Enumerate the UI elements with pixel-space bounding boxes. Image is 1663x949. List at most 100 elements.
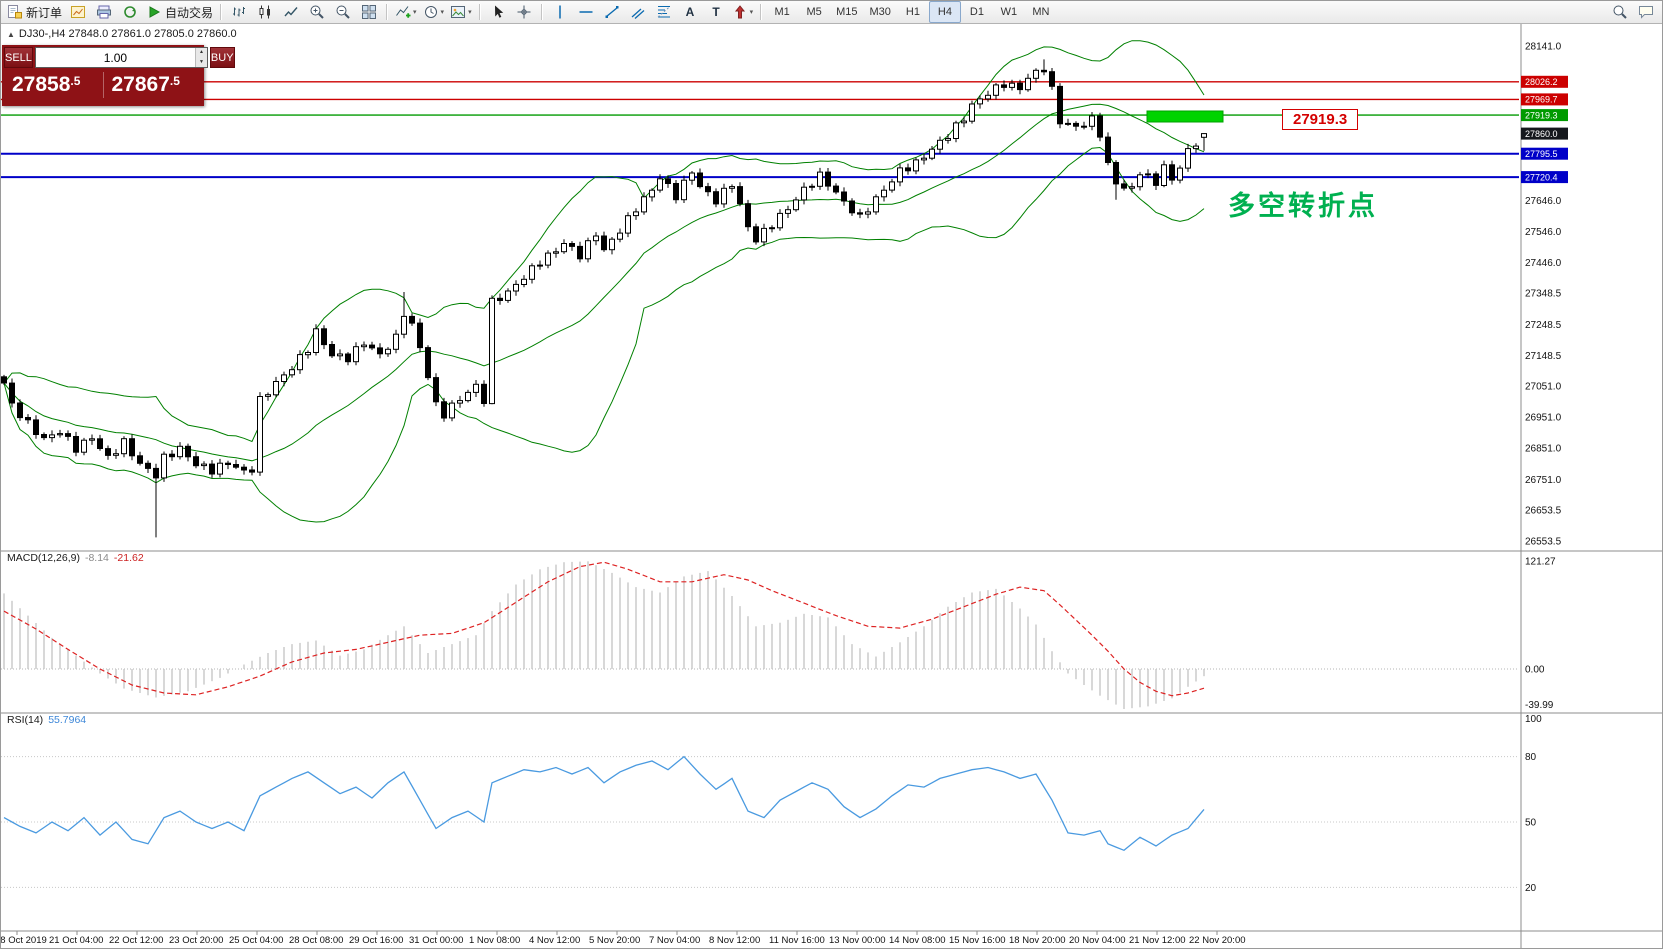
collapse-panel-arrow-icon[interactable]: ▲	[7, 29, 15, 39]
new-order-button[interactable]: 新订单	[4, 1, 65, 23]
candle-body	[289, 369, 295, 376]
price-axis-label: 27646.0	[1525, 196, 1562, 207]
price-axis: 28141.0 27646.0 27546.0 27446.0 27348.5 27248…	[1525, 42, 1562, 894]
buy-button[interactable]: BUY	[209, 47, 235, 68]
level-lines[interactable]	[1, 81, 1519, 179]
vertical-line-button[interactable]	[547, 1, 573, 23]
sell-button[interactable]: SELL	[4, 47, 33, 68]
zoom-in-button[interactable]	[304, 1, 330, 23]
turning-point-annotation[interactable]: 多空转折点	[1228, 191, 1378, 221]
candle-body	[217, 462, 223, 475]
timeframe-m5-button[interactable]: M5	[806, 6, 822, 18]
price-tag-bg	[1521, 109, 1568, 122]
volume-increase-button[interactable]: ▲	[195, 48, 207, 58]
price-level-label[interactable]: 27919.3	[1282, 109, 1359, 130]
equidistant-channel-button[interactable]	[625, 1, 651, 23]
candle-body	[889, 181, 895, 191]
candle-body	[297, 354, 303, 371]
crosshair-button[interactable]	[511, 1, 537, 23]
periods-button[interactable]: ▾	[420, 1, 448, 23]
candle-body	[433, 377, 439, 403]
candle-body	[473, 383, 479, 393]
volume-input[interactable]	[35, 48, 195, 67]
timeframe-mn-button[interactable]: MN	[1032, 6, 1050, 18]
buy-price[interactable]: 27867.5	[104, 73, 203, 97]
volume-decrease-button[interactable]: ▼	[195, 57, 207, 67]
candle-body	[1073, 122, 1079, 127]
arrows-button[interactable]: ▾	[729, 1, 757, 23]
timeframe-m15-button[interactable]: M15	[836, 6, 858, 18]
new-chart-button[interactable]	[65, 1, 91, 23]
timeframe-w1-button[interactable]: W1	[1000, 6, 1018, 18]
chat-button[interactable]	[1633, 1, 1659, 23]
candle-body	[1201, 133, 1207, 138]
candle-body	[1025, 77, 1031, 91]
timeframe-m30-button[interactable]: M30	[869, 6, 891, 18]
candle-body	[481, 383, 487, 404]
search-button[interactable]	[1607, 1, 1633, 23]
dropdown-caret-icon: ▾	[440, 9, 445, 16]
candle-body	[57, 433, 63, 436]
print-button[interactable]	[91, 1, 117, 23]
zoom-in-icon	[309, 4, 325, 20]
candle-body	[961, 120, 967, 124]
candle-body	[209, 463, 215, 475]
time-axis-label: 25 Oct 04:00	[229, 935, 283, 946]
time-axis-label: 18 Nov 20:00	[1009, 935, 1066, 946]
refresh-button[interactable]	[117, 1, 143, 23]
bars-icon	[231, 4, 247, 20]
timeframe-m1-button[interactable]: M1	[774, 6, 790, 18]
candle-body	[945, 138, 951, 141]
indicators-icon	[395, 4, 411, 20]
candle-body	[633, 211, 639, 217]
price-axis-label: 26653.5	[1525, 505, 1562, 516]
volume-spinner: ▲ ▼	[194, 48, 207, 67]
price-axis-label: 27446.0	[1525, 258, 1562, 269]
candle-body	[1065, 122, 1071, 125]
zoom-out-button[interactable]	[330, 1, 356, 23]
timeframe-h4-button[interactable]: H4	[928, 1, 961, 23]
candle-body	[1049, 71, 1055, 87]
rsi-axis-label: 100	[1525, 714, 1542, 725]
candle-body	[809, 185, 815, 188]
chart-canvas[interactable]: 28141.0 27646.0 27546.0 27446.0 27348.5 27248…	[1, 24, 1663, 949]
text-label-button[interactable]: T	[703, 1, 729, 23]
crosshair-icon	[516, 4, 532, 20]
time-axis-label: 8 Nov 12:00	[709, 935, 760, 946]
candle-body	[513, 283, 519, 292]
macd-axis-label: -39.99	[1525, 700, 1554, 711]
indicators-button[interactable]: ▾	[392, 1, 420, 23]
candle-body	[49, 434, 55, 439]
text-button[interactable]: A	[677, 1, 703, 23]
cursor-button[interactable]	[485, 1, 511, 23]
text-icon: A	[682, 4, 698, 20]
horizontal-line-button[interactable]	[573, 1, 599, 23]
line-chart-button[interactable]	[278, 1, 304, 23]
tile-windows-button[interactable]	[356, 1, 382, 23]
bar-chart-button[interactable]	[226, 1, 252, 23]
sell-price[interactable]: 27858.5	[4, 73, 103, 97]
trendline-button[interactable]	[599, 1, 625, 23]
timeframe-d1-button[interactable]: D1	[969, 6, 984, 18]
price-tag-bg	[1521, 127, 1568, 140]
candle-body	[233, 464, 239, 468]
label-icon: T	[708, 4, 724, 20]
candle-body	[329, 344, 335, 357]
highlight-rect-annotation[interactable]	[1146, 110, 1224, 123]
candle-body	[409, 315, 415, 324]
chart-area[interactable]: 28141.0 27646.0 27546.0 27446.0 27348.5 27248…	[1, 24, 1663, 949]
candle-body	[281, 374, 287, 382]
time-axis-label: 31 Oct 00:00	[409, 935, 463, 946]
autotrading-button[interactable]: 自动交易	[143, 1, 216, 23]
templates-button[interactable]: ▾	[447, 1, 475, 23]
timeframe-h1-button[interactable]: H1	[905, 6, 920, 18]
candlestick-chart-button[interactable]	[252, 1, 278, 23]
candle-body	[377, 347, 383, 355]
fibonacci-button[interactable]	[651, 1, 677, 23]
candle-body	[401, 315, 407, 335]
candle-body	[225, 462, 231, 466]
candle-body	[745, 203, 751, 228]
candle-body	[1105, 136, 1111, 163]
candle-body	[1033, 69, 1039, 79]
